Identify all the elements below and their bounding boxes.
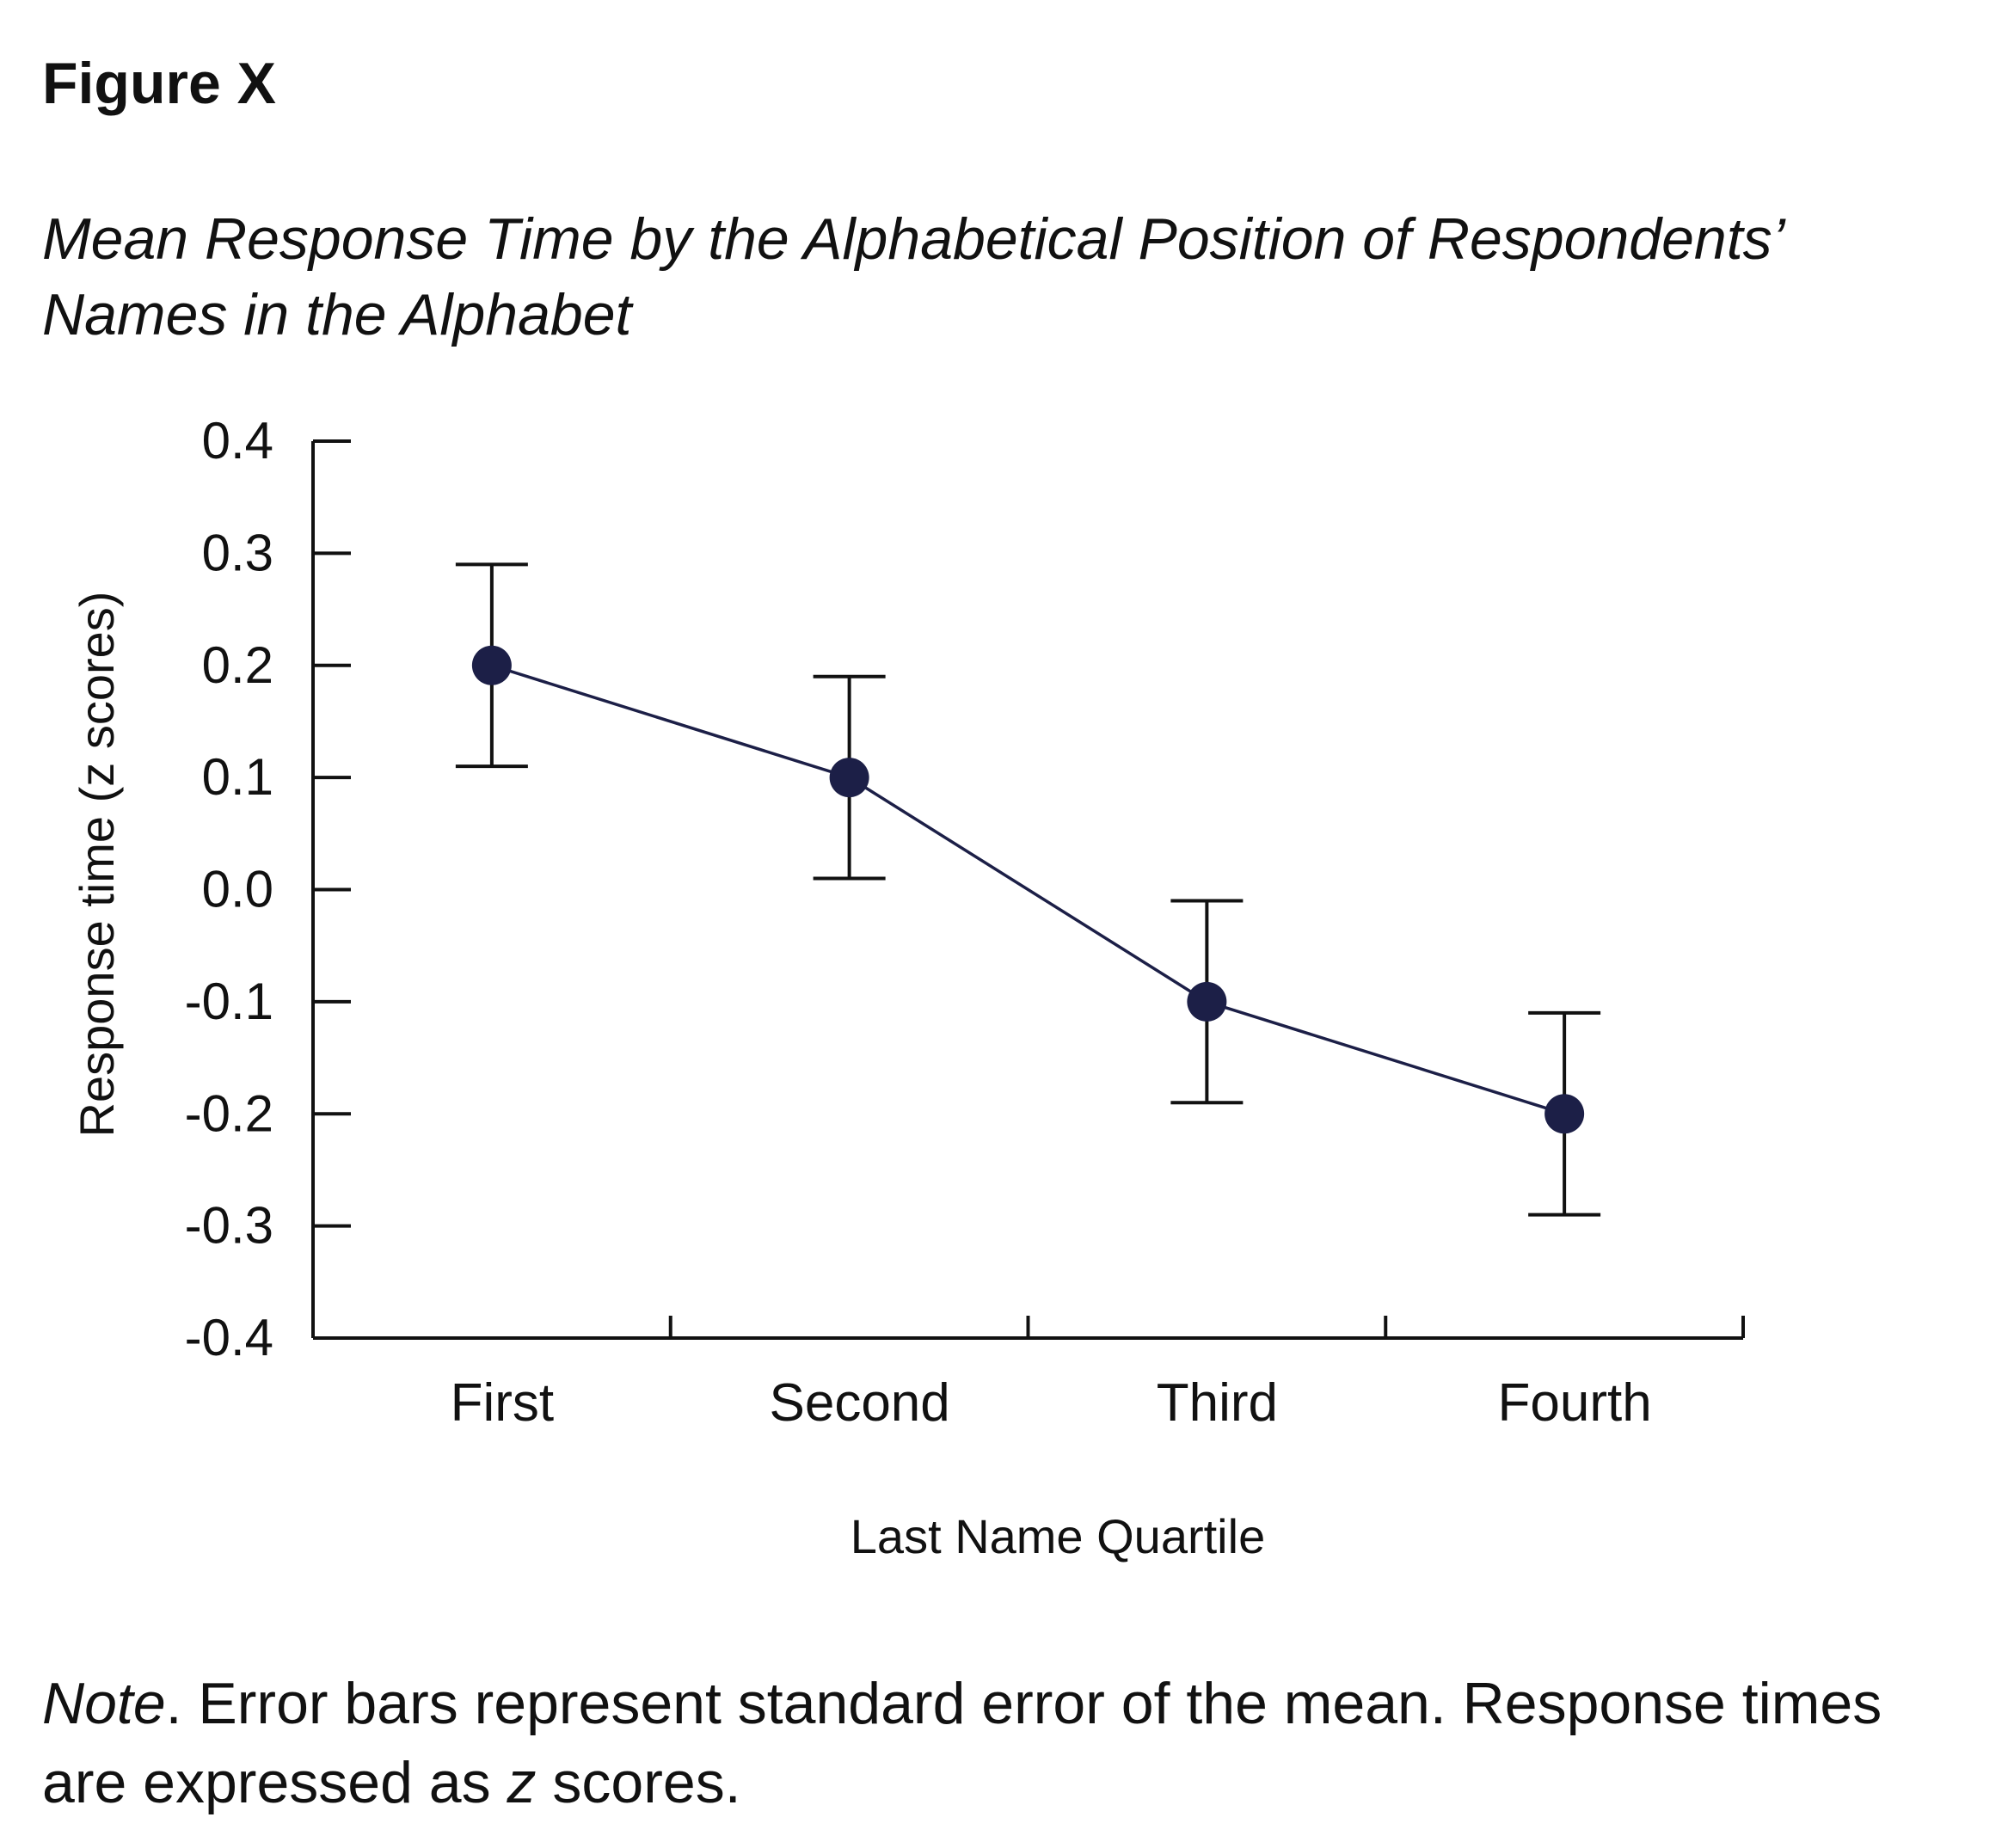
y-tick-label: 0.2 [202, 636, 273, 694]
y-tick-label: 0.0 [202, 861, 273, 918]
x-tick-label: Fourth [1498, 1373, 1652, 1433]
y-tick-label: -0.2 [185, 1084, 273, 1142]
note-label: Note [42, 1671, 166, 1736]
x-axis: First Second Third Fourth [313, 1316, 1745, 1433]
series-line [491, 664, 1565, 1115]
data-point [1544, 1094, 1585, 1134]
y-axis: 0.4 0.3 0.2 0.1 0.0 -0.1 -0.2 -0.3 -0.4 [185, 412, 351, 1366]
x-tick-label: Second [769, 1373, 949, 1433]
y-tick-label: -0.3 [185, 1197, 273, 1255]
data-point [1187, 981, 1227, 1022]
figure-label: Figure X [42, 51, 277, 116]
y-axis-label: Response time (z scores) [70, 592, 124, 1138]
x-tick-label: First [451, 1373, 555, 1433]
y-tick-label: 0.1 [202, 748, 273, 806]
data-point [829, 758, 869, 798]
y-tick-label: -0.1 [185, 973, 273, 1030]
y-tick-label: 0.4 [202, 412, 273, 470]
y-tick-label: -0.4 [185, 1309, 273, 1366]
x-axis-label: Last Name Quartile [851, 1509, 1265, 1563]
response-time-chart: 0.4 0.3 0.2 0.1 0.0 -0.1 -0.2 -0.3 -0.4 First Sec… [70, 412, 1745, 1563]
series-layer [455, 562, 1601, 1217]
note-text-1: . Error bars represent standard error of… [42, 1671, 1882, 1815]
figure-note: Note. Error bars represent standard erro… [42, 1664, 1951, 1822]
figure-title: Mean Response Time by the Alphabetical P… [42, 206, 1782, 347]
y-tick-label: 0.3 [202, 524, 273, 581]
note-text-2: scores. [536, 1750, 741, 1815]
note-z-variable: z [507, 1750, 537, 1815]
x-tick-label: Third [1157, 1373, 1278, 1433]
data-point [471, 645, 512, 685]
